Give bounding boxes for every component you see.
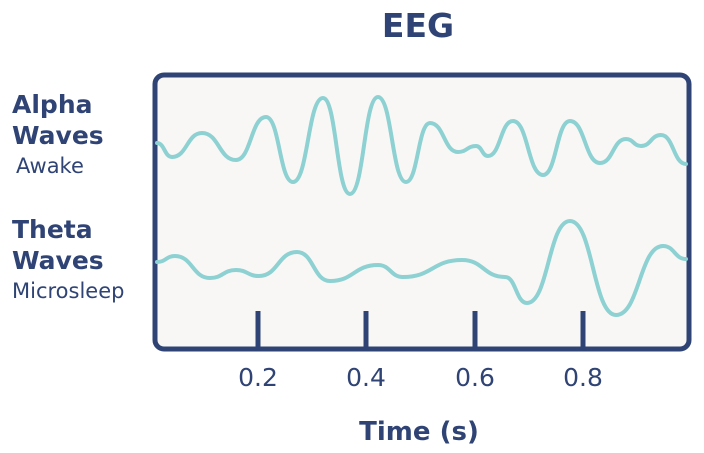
theta-name-line-2: Waves (12, 246, 104, 275)
chart-title: EEG (381, 6, 455, 45)
x-axis-label: Time (s) (359, 417, 479, 447)
alpha-name-line-1: Alpha (12, 90, 93, 119)
plot-frame (152, 72, 692, 352)
alpha-wave-trace (155, 95, 688, 196)
alpha-subtitle: Awake (16, 154, 84, 178)
theta-subtitle: Microsleep (12, 279, 125, 303)
tick-label-0.8: 0.8 (563, 363, 603, 392)
alpha-waves-label: Alpha Waves Awake (12, 89, 104, 179)
theta-waves-label: Theta Waves Microsleep (12, 214, 124, 304)
tick-label-0.4: 0.4 (346, 363, 386, 392)
theta-name-line-1: Theta (12, 215, 93, 244)
tick-label-0.6: 0.6 (455, 363, 495, 392)
theta-wave-trace (155, 219, 688, 317)
alpha-name-line-2: Waves (12, 121, 104, 150)
tick-label-0.2: 0.2 (238, 363, 278, 392)
tick-marks (255, 311, 586, 347)
